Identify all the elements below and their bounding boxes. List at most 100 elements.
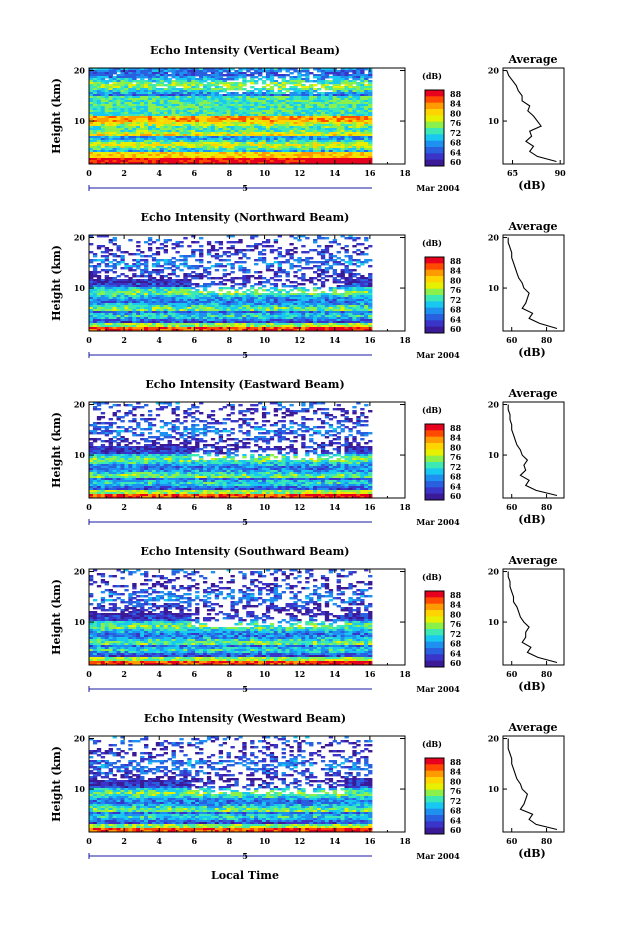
heatmap-cell (352, 102, 357, 105)
colorbar-segment (425, 96, 444, 104)
heatmap-cell (356, 100, 361, 103)
heatmap-cell (297, 261, 302, 264)
heatmap-cell (171, 114, 176, 117)
heatmap-cell (179, 98, 184, 101)
heatmap-cell (222, 259, 227, 262)
heatmap-cell (202, 88, 208, 91)
heatmap-cell (151, 74, 157, 77)
heatmap-cell (100, 98, 106, 101)
heatmap-cell (344, 82, 349, 85)
heatmap-cell (301, 86, 306, 89)
chart-title: Echo Intensity (Vertical Beam) (150, 44, 340, 57)
heatmap-cell (120, 251, 125, 254)
heatmap-cell (116, 263, 121, 266)
heatmap-cell (261, 106, 267, 109)
heatmap-cell (175, 88, 180, 91)
heatmap-cell (265, 74, 271, 77)
heatmap-cell (324, 104, 330, 107)
heatmap-cell (151, 84, 157, 87)
heatmap-cell (167, 120, 172, 123)
heatmap-cell (242, 88, 247, 91)
heatmap-cell (136, 104, 141, 107)
heatmap-cell (124, 106, 129, 109)
heatmap-cell (368, 110, 373, 113)
heatmap-cell (360, 72, 365, 75)
heatmap-cell (124, 72, 129, 75)
heatmap-cell (120, 70, 125, 73)
heatmap-cell (332, 98, 338, 101)
heatmap-cell (313, 108, 318, 111)
heatmap-cell (195, 72, 200, 75)
heatmap-cell (112, 78, 117, 81)
heatmap-cell (222, 70, 227, 73)
heatmap-cell (305, 72, 310, 75)
heatmap-cell (336, 275, 341, 278)
heatmap-cell (289, 106, 294, 109)
heatmap-cell (324, 108, 330, 111)
heatmap-cell (89, 118, 94, 121)
heatmap-cell (136, 118, 141, 121)
heatmap-cell (258, 88, 263, 91)
heatmap-cell (230, 247, 235, 250)
heatmap-cell (147, 255, 153, 258)
heatmap-cell (104, 96, 110, 99)
heatmap-cell (202, 112, 208, 115)
heatmap-cell (147, 70, 153, 73)
heatmap-cell (340, 287, 345, 290)
heatmap-cell (179, 104, 184, 107)
heatmap-cell (226, 94, 231, 97)
heatmap-cell (344, 110, 349, 113)
heatmap-cell (313, 120, 318, 123)
heatmap-cell (132, 84, 137, 87)
heatmap-cell (140, 90, 145, 93)
heatmap-cell (163, 104, 169, 107)
heatmap-cell (277, 94, 282, 97)
heatmap-cell (309, 104, 314, 107)
heatmap-cell (250, 102, 255, 105)
heatmap-cell (316, 94, 322, 97)
heatmap-cell (289, 289, 294, 292)
heatmap-cell (356, 102, 361, 105)
heatmap-cell (112, 120, 117, 123)
heatmap-cell (348, 80, 353, 83)
heatmap-cell (187, 68, 192, 71)
heatmap-cell (293, 112, 298, 115)
heatmap-cell (238, 118, 243, 121)
heatmap-cell (368, 259, 373, 262)
heatmap-cell (140, 255, 145, 258)
heatmap-cell (191, 72, 196, 75)
heatmap-cell (297, 76, 302, 79)
heatmap-cell (116, 104, 121, 107)
heatmap-cell (340, 72, 345, 75)
heatmap-cell (305, 237, 310, 240)
heatmap-cell (116, 118, 121, 121)
heatmap-cell (246, 245, 251, 248)
heatmap-cell (120, 94, 125, 97)
heatmap-cell (254, 102, 259, 105)
heatmap-cell (155, 253, 161, 256)
heatmap-cell (147, 76, 153, 79)
heatmap-cell (116, 84, 121, 87)
heatmap-cell (120, 112, 125, 115)
heatmap-cell (218, 104, 224, 107)
heatmap-cell (289, 86, 294, 89)
heatmap-cell (340, 281, 345, 284)
heatmap-cell (206, 106, 212, 109)
heatmap-cell (171, 108, 176, 111)
heatmap-cell (163, 84, 169, 87)
heatmap-cell (92, 275, 98, 278)
heatmap-cell (316, 82, 322, 85)
heatmap-cell (136, 98, 141, 101)
heatmap-cell (159, 94, 165, 97)
heatmap-cell (218, 110, 224, 113)
heatmap-cell (167, 104, 172, 107)
heatmap-cell (187, 110, 192, 113)
heatmap-cell (340, 78, 345, 81)
heatmap-cell (352, 72, 357, 75)
heatmap-cell (258, 277, 263, 280)
heatmap-cell (320, 98, 326, 101)
heatmap-cell (356, 74, 361, 77)
heatmap-cell (356, 84, 361, 87)
heatmap-cell (250, 245, 255, 248)
heatmap-cell (183, 118, 188, 121)
